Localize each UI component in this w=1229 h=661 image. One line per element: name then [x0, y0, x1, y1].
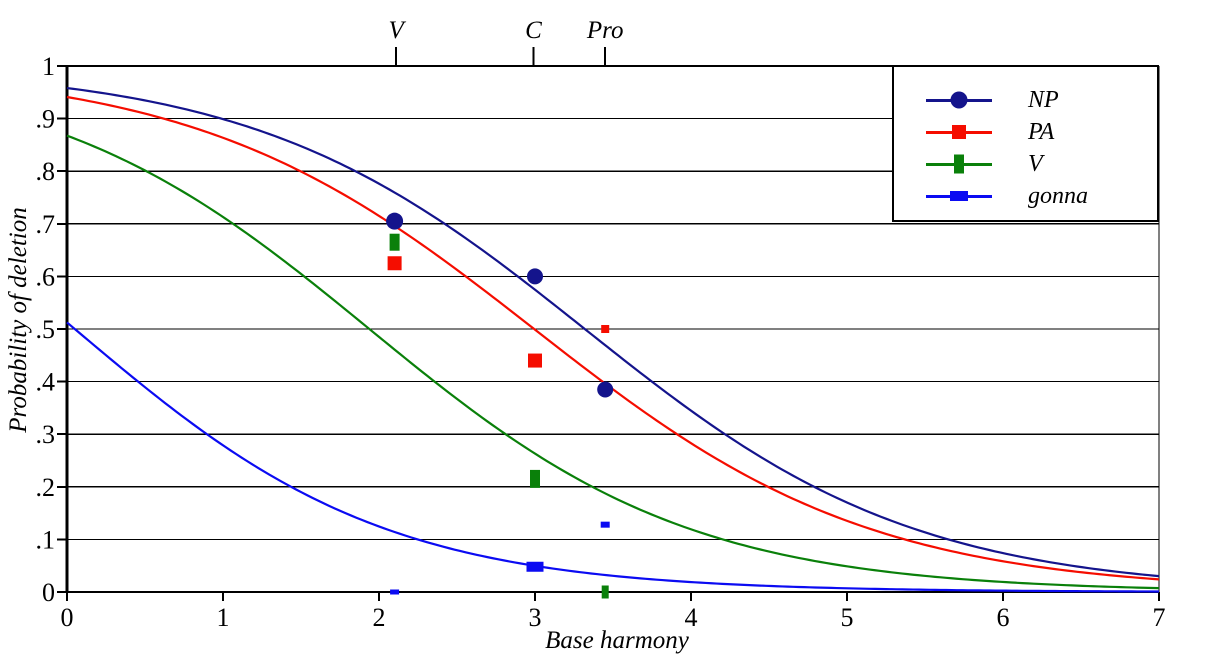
marker-np-0 — [386, 212, 404, 230]
top-annotation-label-c: C — [525, 17, 542, 44]
np-circle-marker-icon — [950, 91, 968, 109]
legend-label-pa: PA — [1028, 118, 1055, 145]
x-tick-label: 6 — [997, 603, 1010, 632]
legend-label-np: NP — [1028, 86, 1059, 113]
np-legend-swatch — [926, 89, 992, 111]
x-tick-label: 5 — [841, 603, 854, 632]
marker-v-1 — [530, 469, 540, 488]
y-tick-label: .7 — [36, 210, 56, 239]
y-tick-label: 0 — [42, 578, 55, 607]
marker-np-1 — [527, 268, 543, 285]
legend-item-v: V — [894, 148, 1157, 180]
y-tick-label: .8 — [36, 157, 56, 186]
y-tick-label: 1 — [42, 52, 55, 81]
curve-v — [66, 134, 1160, 590]
legend-item-pa: PA — [894, 116, 1157, 148]
gonna-rect-marker-icon — [950, 191, 968, 201]
legend-item-gonna: gonna — [894, 180, 1157, 212]
y-tick-label: .5 — [36, 315, 56, 344]
marker-pa-1 — [528, 353, 542, 368]
curve-gonna — [66, 321, 1160, 593]
curve-np — [66, 86, 1160, 578]
legend-label-gonna: gonna — [1028, 182, 1088, 209]
pa-square-marker-icon — [952, 125, 966, 139]
x-tick-label: 3 — [529, 603, 542, 632]
y-tick-label: .1 — [36, 525, 56, 554]
x-tick-label: 1 — [217, 603, 230, 632]
y-tick-label: .9 — [36, 105, 56, 134]
marker-v-2 — [601, 585, 609, 599]
marker-pa-0 — [387, 256, 402, 271]
y-axis-title: Probability of deletion — [5, 207, 32, 433]
x-tick-label: 0 — [61, 603, 74, 632]
top-annotation-label-pro: Pro — [586, 17, 624, 44]
marker-gonna-1 — [526, 561, 544, 572]
marker-gonna-0 — [390, 589, 400, 595]
legend-item-np: NP — [894, 84, 1157, 116]
marker-np-2 — [597, 381, 614, 398]
v-legend-swatch — [926, 153, 992, 175]
marker-pa-2 — [601, 325, 610, 333]
x-tick-label: 7 — [1153, 603, 1166, 632]
v-rect-marker-icon — [954, 154, 964, 174]
y-tick-label: .4 — [36, 368, 56, 397]
marker-v-0 — [389, 233, 400, 251]
pa-legend-swatch — [926, 121, 992, 143]
x-tick-label: 2 — [373, 603, 386, 632]
y-tick-label: .3 — [36, 420, 56, 449]
x-axis-title: Base harmony — [545, 627, 689, 654]
legend-label-v: V — [1028, 150, 1043, 177]
top-annotation-label-v: V — [389, 17, 407, 44]
gonna-legend-swatch — [926, 185, 992, 207]
y-tick-label: .2 — [36, 473, 56, 502]
marker-gonna-2 — [600, 521, 610, 528]
x-tick-label: 4 — [685, 603, 698, 632]
legend: NP PA V gonna — [892, 65, 1159, 222]
y-tick-label: .6 — [36, 262, 56, 291]
